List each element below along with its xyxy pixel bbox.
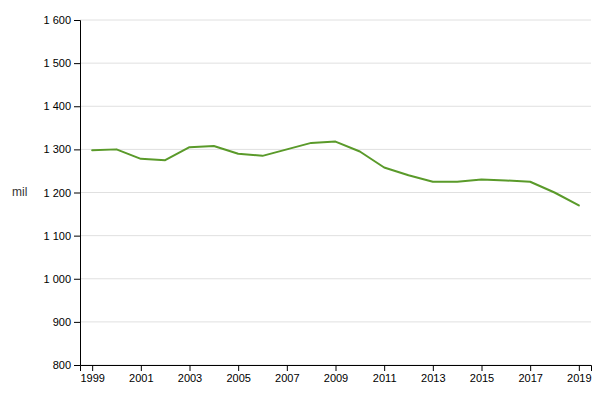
x-tick-mark (384, 365, 385, 371)
x-tick: 2003 (178, 365, 202, 384)
x-tick-label: 2007 (275, 372, 299, 384)
x-tick-label: 2009 (324, 372, 348, 384)
marks (92, 142, 579, 206)
x-tick-mark (92, 365, 93, 371)
y-tick: 900 (53, 316, 80, 328)
y-tick-label: 1 500 (43, 57, 71, 69)
y-tick: 1 100 (43, 230, 80, 242)
y-tick-mark (74, 20, 80, 21)
y-tick-mark (74, 236, 80, 237)
y-tick: 1 400 (43, 100, 80, 112)
grid (80, 20, 591, 365)
grid-line (80, 149, 591, 150)
x-tick-label: 2003 (178, 372, 202, 384)
x-tick-mark (287, 365, 288, 371)
y-tick: 1 600 (43, 14, 80, 26)
grid-line (80, 192, 591, 193)
x-tick-mark (482, 365, 483, 371)
x-tick-label: 2001 (129, 372, 153, 384)
y-tick-label: 1 400 (43, 100, 71, 112)
x-tick-label: 1999 (80, 372, 104, 384)
x-tick-label: 2017 (518, 372, 542, 384)
x-tick-mark (190, 365, 191, 371)
y-tick-label: 900 (53, 316, 71, 328)
y-tick-mark (74, 365, 80, 366)
y-tick-mark (74, 279, 80, 280)
x-tick: 2013 (421, 365, 445, 384)
grid-line (80, 63, 591, 64)
x-tick-mark (336, 365, 337, 371)
grid-line (80, 20, 591, 21)
y-tick-label: 1 600 (43, 14, 71, 26)
x-tick-label: 2013 (421, 372, 445, 384)
x-tick: 2019 (567, 365, 591, 384)
x-tick-label: 2011 (373, 372, 397, 384)
x-tick-label: 2015 (470, 372, 494, 384)
y-tick-mark (74, 193, 80, 194)
grid-line (80, 321, 591, 322)
x-tick: 2017 (518, 365, 542, 384)
y-tick-label: 800 (53, 359, 71, 371)
x-tick-label: 2019 (567, 372, 591, 384)
x-tick-mark (579, 365, 580, 371)
y-axis-title: mil (12, 185, 27, 199)
x-tick: 2005 (226, 365, 250, 384)
x-tick-mark (433, 365, 434, 371)
x-tick: 2001 (129, 365, 153, 384)
grid-line (80, 278, 591, 279)
x-tick-label: 2005 (226, 372, 250, 384)
x-tick: 1999 (80, 365, 104, 384)
x-tick-mark (238, 365, 239, 371)
y-tick-mark (74, 63, 80, 64)
x-axis: 1999 2001 2003 2005 2007 2009 2011 2013 2015 2017… (80, 365, 591, 384)
y-tick-mark (74, 322, 80, 323)
x-tick: 2015 (470, 365, 494, 384)
y-tick: 1 200 (43, 187, 80, 199)
y-tick: 800 (53, 359, 80, 371)
line (92, 142, 579, 206)
y-tick-label: 1 300 (43, 143, 71, 155)
plot: 1999 2001 2003 2005 2007 2009 2011 2013 2015 2017… (43, 14, 591, 384)
x-tick: 2009 (324, 365, 348, 384)
y-tick-label: 1 100 (43, 230, 71, 242)
y-tick: 1 000 (43, 273, 80, 285)
chart: 1999 2001 2003 2005 2007 2009 2011 2013 2015 2017… (0, 0, 616, 405)
x-tick: 2011 (373, 365, 397, 384)
grid-line (80, 235, 591, 236)
y-tick: 1 500 (43, 57, 80, 69)
y-tick-label: 1 200 (43, 187, 71, 199)
y-tick-label: 1 000 (43, 273, 71, 285)
y-tick: 1 300 (43, 143, 80, 155)
grid-line (80, 106, 591, 107)
y-tick-mark (74, 106, 80, 107)
x-axis-line (81, 366, 592, 372)
x-tick-mark (530, 365, 531, 371)
x-tick: 2007 (275, 365, 299, 384)
y-axis-line (74, 21, 81, 366)
x-tick-mark (141, 365, 142, 371)
y-axis: 800 900 1 000 1 100 1 200 1 300 1 400 1 500 1 60… (43, 14, 80, 371)
y-tick-mark (74, 149, 80, 150)
